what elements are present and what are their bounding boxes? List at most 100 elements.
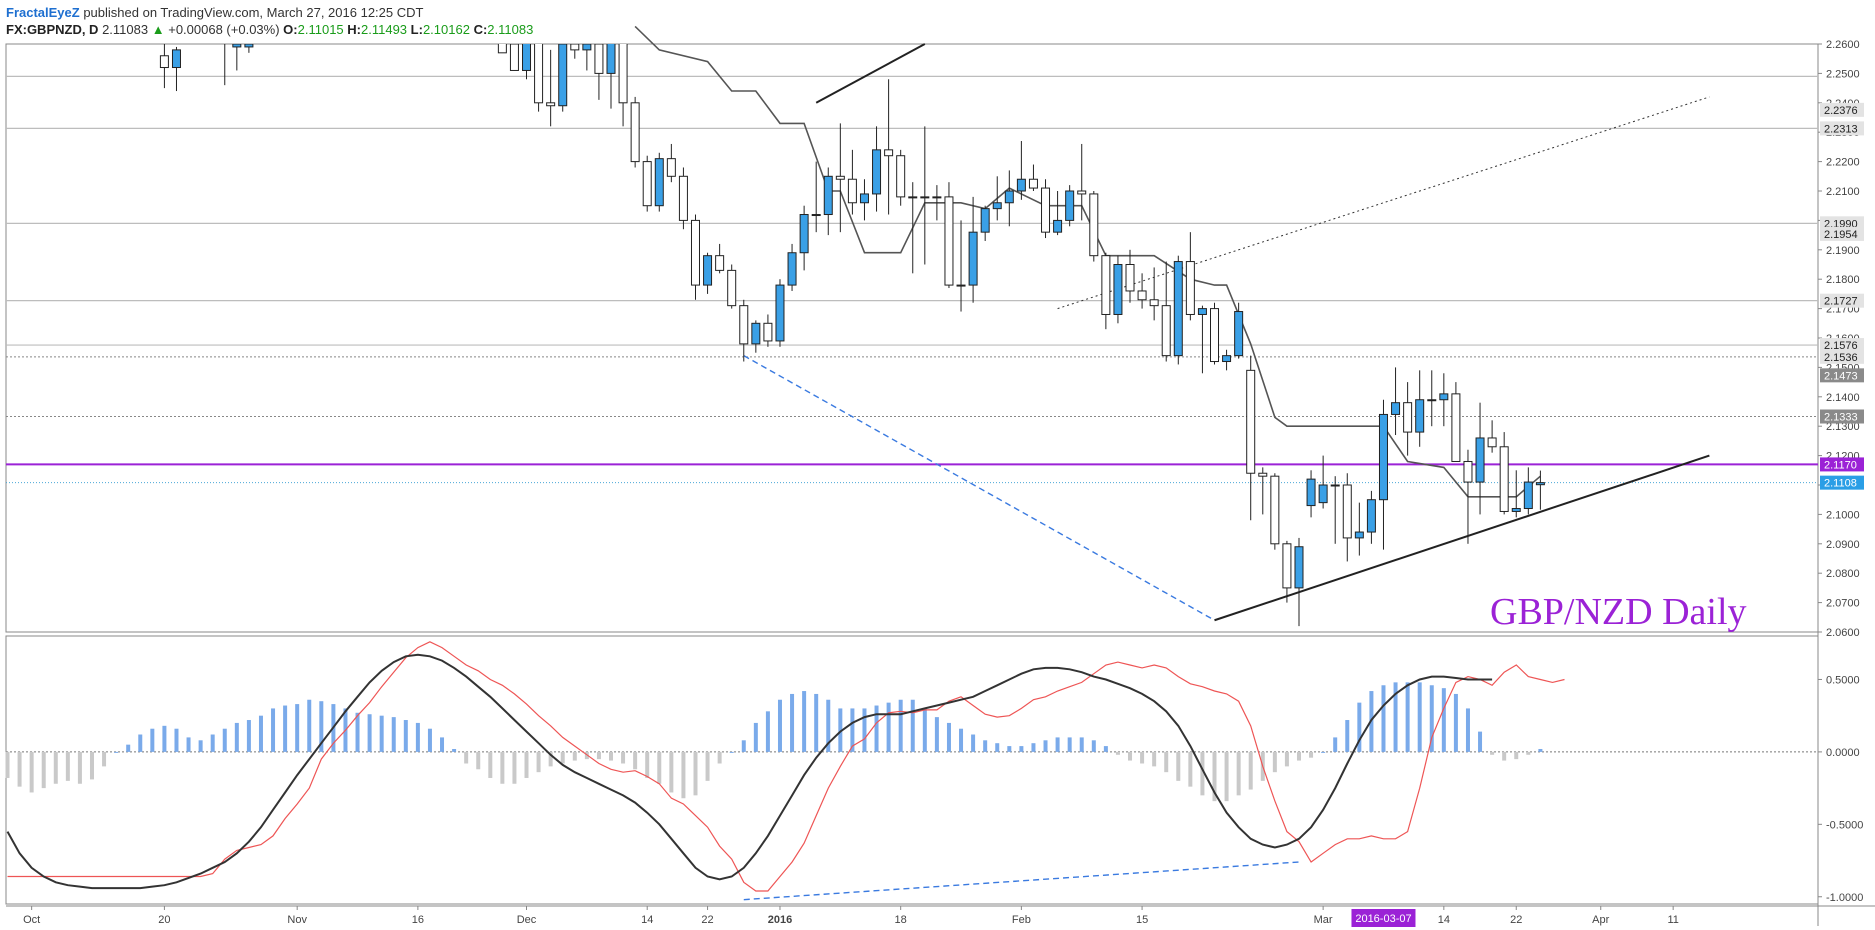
price-tag-box (1820, 102, 1864, 117)
macd-histogram-bar (307, 699, 312, 752)
candle-body (1028, 178, 1038, 189)
macd-histogram-bar (1200, 751, 1205, 796)
candle (727, 264, 737, 309)
macd-histogram-bar (464, 751, 469, 764)
price-tag-box (1820, 349, 1864, 364)
candle (582, 44, 592, 71)
candle-body (1053, 219, 1063, 233)
macd-histogram-bar (271, 708, 276, 752)
candle-body (1149, 299, 1159, 307)
candle-body (1523, 481, 1533, 510)
candle-body (1330, 484, 1340, 487)
header-row-publisher: FractalEyeZ published on TradingView.com… (6, 4, 1866, 21)
macd-histogram-bar (790, 693, 795, 752)
candle-body (787, 252, 797, 286)
macd-histogram-bar (186, 737, 191, 752)
candle (932, 185, 942, 221)
macd-histogram-bar (1502, 751, 1507, 761)
candle (1041, 179, 1051, 239)
macd-histogram-bar (898, 699, 903, 752)
macd-histogram-bar (1309, 751, 1314, 758)
macd-histogram-bar (1453, 693, 1458, 752)
trendline-solid (815, 43, 926, 104)
candle-body (1366, 499, 1376, 533)
candle (630, 96, 640, 168)
candle-body (1463, 460, 1473, 483)
macd-histogram-bar (1321, 751, 1326, 753)
candle-body (811, 214, 821, 217)
candle (1535, 470, 1545, 510)
macd-histogram-bar (65, 751, 70, 781)
price-tag: 2.1727 (1820, 293, 1864, 308)
candle (1463, 449, 1473, 544)
candle-body (558, 44, 568, 107)
price-tag: 2.1576 (1820, 338, 1864, 353)
macd-pane (5, 641, 1818, 901)
candle (1004, 170, 1014, 227)
candle (1354, 502, 1364, 556)
candle (1294, 537, 1304, 627)
publisher-name[interactable]: FractalEyeZ (6, 5, 80, 20)
price-axis[interactable]: 2.26002.25002.24002.23002.22002.21002.20… (1818, 39, 1864, 904)
candle-body (497, 44, 507, 54)
time-tick-label: Nov (287, 914, 307, 926)
macd-histogram-bar (77, 751, 82, 784)
macd-histogram-bar (1296, 751, 1301, 761)
candle-body (1137, 290, 1147, 301)
macd-histogram-bar (198, 740, 203, 752)
candle (1330, 476, 1340, 544)
time-tick-label: Apr (1592, 914, 1609, 926)
macd-histogram-bar (29, 751, 34, 793)
price-tick-label: 2.2600 (1826, 39, 1860, 51)
candle (171, 46, 181, 92)
candle (703, 252, 713, 294)
candle-body (654, 158, 664, 207)
candle-body (1185, 261, 1195, 315)
price-tag-label: 2.1536 (1824, 352, 1858, 364)
macd-histogram-bar (645, 751, 650, 778)
macd-histogram-bar (633, 751, 638, 770)
price-tick-label: 2.2200 (1826, 157, 1860, 169)
candle (558, 44, 568, 112)
candle-body (1294, 546, 1304, 589)
candle-body (1113, 264, 1123, 315)
time-axis[interactable]: Oct 20 Nov 16 Dec 14 22 2016 18 Feb 15 Mar 14 22 Apr 11… (23, 906, 1679, 927)
candle-body (1439, 393, 1449, 401)
price-tag-box (1820, 368, 1864, 383)
macd-histogram-bar (1345, 720, 1350, 752)
candle (666, 143, 676, 183)
candle-body (1125, 264, 1135, 292)
macd-histogram-bar (874, 705, 879, 752)
candle (847, 149, 857, 215)
macd-histogram-bar (1381, 685, 1386, 752)
symbol-label: FX:GBPNZD, D (6, 22, 99, 37)
price-tag-label: 2.1954 (1824, 229, 1858, 241)
signal-line (6, 653, 1493, 890)
candle-body (1258, 472, 1268, 477)
macd-histogram-bar (584, 751, 589, 760)
candle-body (1378, 413, 1388, 501)
price-tag: 2.1333 (1820, 409, 1864, 424)
candle-body (980, 208, 990, 233)
price-tick-label: 2.1000 (1826, 509, 1860, 521)
price-tag-label: 2.1108 (1824, 478, 1857, 490)
candle-body (1101, 255, 1111, 315)
candle (1270, 473, 1280, 550)
candle (1113, 255, 1123, 324)
candle-body (835, 175, 845, 180)
candle (522, 44, 532, 80)
candle-body (546, 102, 556, 107)
macd-histogram-bar (862, 708, 867, 752)
candle (811, 161, 821, 233)
macd-histogram-bar (657, 751, 662, 784)
time-tick-label: 20 (158, 914, 170, 926)
macd-histogram-bar (1284, 751, 1289, 767)
candle-body (1318, 484, 1328, 504)
candles (159, 44, 1545, 627)
macd-histogram-bar (367, 714, 372, 752)
candle-body (1077, 190, 1087, 195)
macd-histogram-bar (995, 743, 1000, 752)
price-tag-label: 2.1333 (1824, 411, 1858, 423)
candle (1451, 382, 1461, 462)
